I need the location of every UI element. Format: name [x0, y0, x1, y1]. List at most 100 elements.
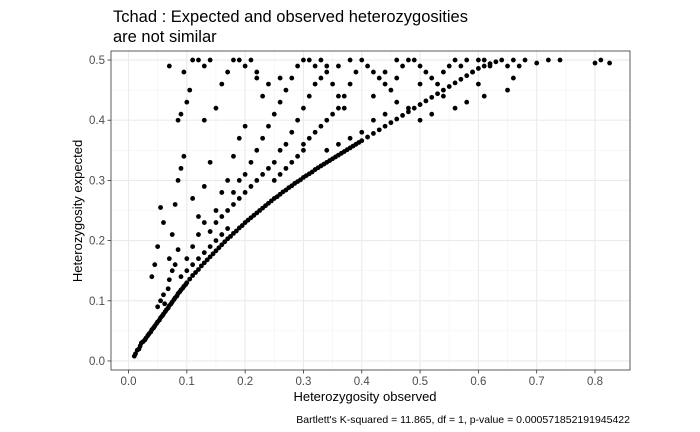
data-point	[324, 147, 330, 153]
data-point	[207, 159, 213, 165]
data-point	[318, 75, 324, 81]
data-point	[172, 202, 178, 207]
data-point	[452, 105, 458, 111]
data-point	[353, 69, 359, 75]
data-point	[266, 123, 271, 129]
data-point	[219, 190, 225, 195]
data-point	[464, 73, 470, 79]
data-point	[452, 80, 458, 86]
y-tick-label: 0.0	[89, 356, 105, 368]
data-point	[204, 257, 210, 263]
chart-title-line-1: Tchad : Expected and observed heterozygo…	[113, 8, 468, 26]
data-point	[184, 280, 190, 286]
data-point	[193, 270, 198, 275]
x-tick-label: 0.8	[587, 376, 603, 388]
data-point	[196, 232, 201, 237]
data-point	[225, 208, 231, 213]
data-point	[283, 87, 289, 93]
data-point	[271, 178, 277, 183]
data-point	[231, 202, 236, 207]
data-point	[394, 57, 400, 63]
data-point	[248, 184, 254, 189]
data-point	[522, 57, 528, 63]
x-tick-label: 0.4	[354, 376, 371, 388]
data-point	[481, 63, 487, 69]
data-point	[236, 178, 242, 183]
data-point	[219, 242, 225, 248]
data-point	[169, 268, 175, 274]
data-point	[400, 63, 405, 69]
x-tick-label: 0.7	[529, 376, 545, 388]
data-point	[207, 254, 213, 260]
data-point	[394, 99, 400, 105]
data-point	[295, 117, 301, 123]
data-point	[201, 117, 207, 123]
data-point	[266, 81, 271, 87]
data-point	[254, 147, 260, 153]
data-point	[178, 111, 184, 117]
data-point	[187, 276, 193, 282]
x-tick-label: 0.0	[120, 376, 136, 388]
data-point	[175, 178, 181, 183]
data-point	[228, 233, 233, 239]
x-tick-label: 0.5	[412, 376, 428, 388]
data-point	[324, 69, 330, 75]
data-point	[423, 98, 429, 104]
data-point	[371, 131, 376, 136]
data-point	[347, 57, 353, 63]
y-tick-label: 0.1	[89, 296, 105, 308]
stats-caption: Bartlett's K-squared = 11.865, df = 1, p…	[296, 414, 630, 426]
data-point	[184, 268, 190, 274]
data-point	[219, 81, 225, 87]
data-point	[312, 81, 318, 87]
y-axis-title: Heterozygosity expected	[70, 140, 85, 282]
data-point	[289, 159, 295, 165]
data-point	[165, 286, 171, 292]
data-point	[242, 63, 248, 69]
data-point	[248, 159, 254, 165]
data-point	[359, 57, 365, 63]
data-point	[516, 63, 522, 69]
data-point	[254, 75, 260, 81]
data-points	[131, 57, 612, 359]
data-point	[371, 117, 376, 123]
data-point	[306, 135, 312, 141]
data-point	[219, 214, 225, 219]
data-point	[231, 57, 236, 63]
data-point	[452, 57, 458, 63]
data-point	[175, 117, 181, 123]
data-point	[172, 262, 178, 268]
data-point	[301, 147, 306, 153]
data-point	[318, 57, 324, 63]
data-point	[429, 94, 435, 100]
data-point	[545, 57, 551, 63]
data-point	[301, 105, 306, 111]
y-tick-label: 0.2	[89, 236, 105, 248]
data-point	[190, 273, 196, 278]
data-point	[190, 196, 196, 201]
data-point	[330, 81, 335, 87]
data-point	[289, 75, 295, 81]
x-tick-label: 0.3	[295, 376, 311, 388]
data-point	[295, 153, 301, 159]
data-point	[213, 248, 219, 254]
data-point	[175, 247, 181, 253]
data-point	[207, 57, 213, 63]
data-point	[306, 57, 312, 63]
data-point	[417, 117, 423, 123]
data-point	[201, 63, 207, 69]
x-tick-label: 0.6	[470, 376, 486, 388]
data-point	[347, 81, 353, 87]
data-point	[178, 165, 184, 171]
data-point	[190, 262, 196, 268]
data-point	[435, 81, 440, 87]
data-point	[196, 57, 201, 63]
data-point	[417, 102, 423, 107]
data-point	[371, 69, 376, 75]
data-point	[166, 277, 172, 283]
data-point	[376, 75, 382, 81]
data-point	[178, 274, 184, 280]
data-point	[233, 228, 239, 234]
data-point	[277, 171, 283, 177]
data-point	[201, 220, 207, 225]
